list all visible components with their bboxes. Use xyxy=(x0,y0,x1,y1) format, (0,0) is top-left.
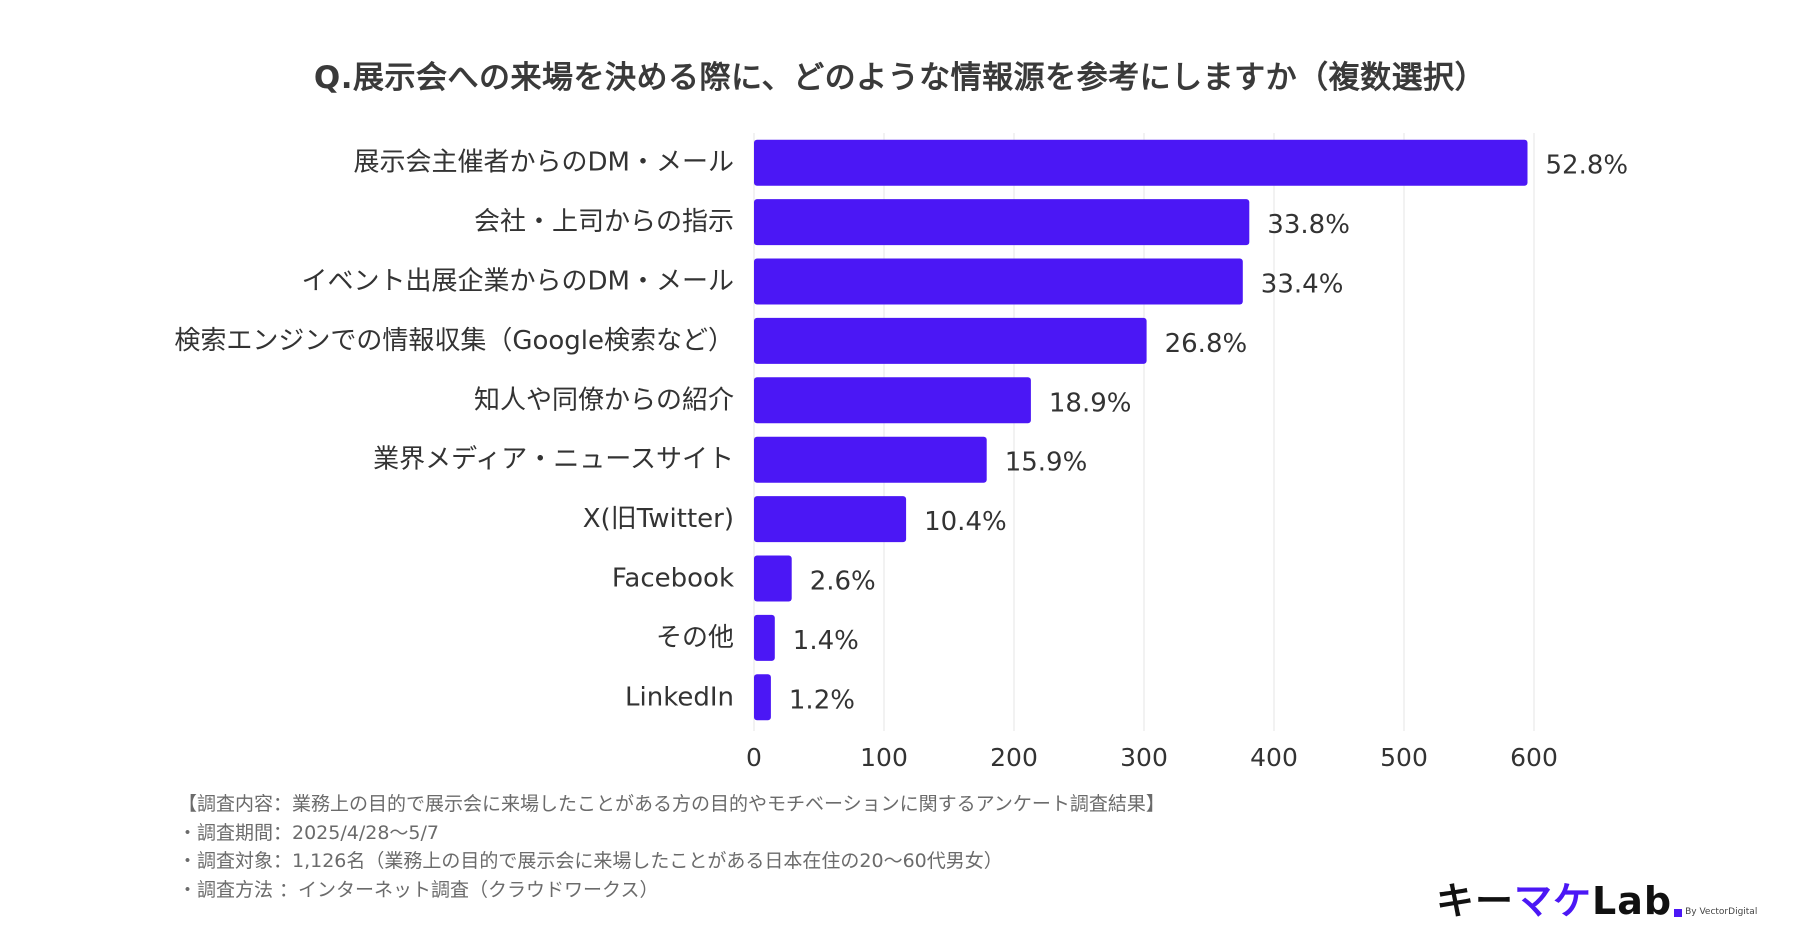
logo-text-3: Lab xyxy=(1592,879,1673,923)
x-tick-label-0: 0 xyxy=(746,743,762,772)
bar-8 xyxy=(754,614,775,661)
x-tick-label-400: 400 xyxy=(1250,743,1298,772)
value-label-4: 18.9% xyxy=(1049,388,1132,418)
category-label-1: 会社・上司からの指示 xyxy=(474,207,734,237)
category-label-7: Facebook xyxy=(612,564,734,594)
bar-9 xyxy=(754,674,771,721)
value-labels: 52.8% 33.8% 33.4% 26.8% 18.9% 15.9% 10.4% 2.6% 1… xyxy=(789,151,1628,716)
logo-text-2: マケ xyxy=(1514,879,1593,923)
value-label-0: 52.8% xyxy=(1546,151,1629,181)
category-label-2: イベント出展企業からのDM・メール xyxy=(302,267,734,297)
category-label-4: 知人や同僚からの紹介 xyxy=(474,385,734,415)
category-label-9: LinkedIn xyxy=(625,682,734,712)
logo-text-1: キー xyxy=(1436,879,1515,923)
category-label-8: その他 xyxy=(656,623,734,653)
survey-note-heading: 【調査内容：業務上の目的で展示会に来場したことがある方の目的やモチベーションに関… xyxy=(178,793,1165,815)
bar-7 xyxy=(754,555,792,602)
chart-title: Q.展示会への来場を決める際に、どのような情報源を参考にしますか（複数選択） xyxy=(313,60,1487,96)
x-tick-label-100: 100 xyxy=(860,743,908,772)
survey-note-subjects: ・調査対象：1,126名（業務上の目的で展示会に来場したことがある日本在住の20… xyxy=(178,850,1003,872)
category-labels: 展示会主催者からのDM・メール会社・上司からの指示イベント出展企業からのDM・メ… xyxy=(174,148,734,713)
category-label-0: 展示会主催者からのDM・メール xyxy=(354,148,734,178)
bar-0 xyxy=(754,139,1528,186)
value-label-9: 1.2% xyxy=(789,685,855,715)
bar-5 xyxy=(754,436,987,483)
survey-notes: 【調査内容：業務上の目的で展示会に来場したことがある方の目的やモチベーションに関… xyxy=(178,790,1165,904)
logo-byline: By VectorDigital xyxy=(1685,907,1758,917)
survey-note-period: ・調査期間：2025/4/28〜5/7 xyxy=(178,821,439,844)
logo-dot-icon xyxy=(1674,909,1683,917)
bar-1 xyxy=(754,199,1250,246)
x-tick-label-600: 600 xyxy=(1510,743,1558,772)
bar-3 xyxy=(754,317,1147,364)
x-axis-ticks: 0 100 200 300 400 500 600 xyxy=(746,743,1558,772)
bar-2 xyxy=(754,258,1243,305)
bars xyxy=(754,139,1528,721)
value-label-8: 1.4% xyxy=(793,626,859,656)
value-label-6: 10.4% xyxy=(924,507,1007,537)
x-tick-label-300: 300 xyxy=(1120,743,1168,772)
survey-note-method: ・調査方法 ：インターネット調査（クラウドワークス） xyxy=(178,878,659,901)
value-label-3: 26.8% xyxy=(1165,329,1248,359)
x-tick-label-500: 500 xyxy=(1380,743,1428,772)
value-label-7: 2.6% xyxy=(810,567,876,597)
bar-4 xyxy=(754,377,1031,424)
brand-logo: キーマケLab By VectorDigital xyxy=(1436,881,1757,921)
bar-6 xyxy=(754,496,907,543)
value-label-2: 33.4% xyxy=(1261,270,1344,300)
value-label-5: 15.9% xyxy=(1005,448,1088,478)
value-label-1: 33.8% xyxy=(1267,210,1350,240)
category-label-3: 検索エンジンでの情報収集（Google検索など） xyxy=(174,326,734,356)
category-label-5: 業界メディア・ニュースサイト xyxy=(373,445,734,475)
category-label-6: X(旧Twitter) xyxy=(583,504,734,534)
x-tick-label-200: 200 xyxy=(990,743,1038,772)
